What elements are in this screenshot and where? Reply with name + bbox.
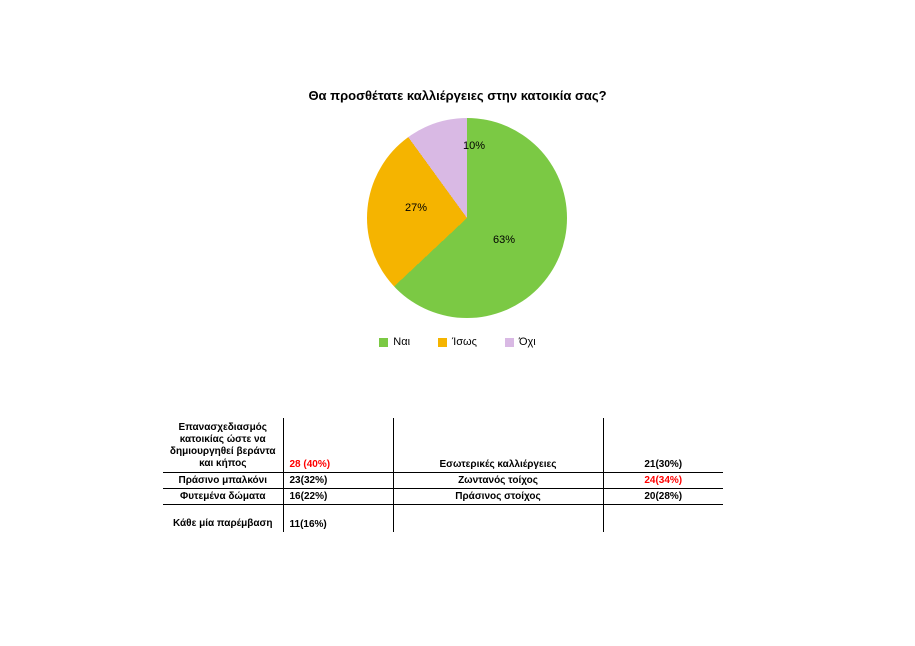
cell-left-label: Επανασχεδιασμός κατοικίας ώστε να δημιου… xyxy=(163,418,283,472)
cell-left-value: 16(22%) xyxy=(283,488,393,504)
legend-label-yes: Ναι xyxy=(393,336,410,348)
pie-label-maybe: 27% xyxy=(405,202,427,214)
table-row: Κάθε μία παρέμβαση 11(16%) xyxy=(163,504,723,532)
chart-title: Θα προσθέτατε καλλιέργειες στην κατοικία… xyxy=(0,88,915,103)
legend-swatch-yes xyxy=(379,338,388,347)
table-row: Επανασχεδιασμός κατοικίας ώστε να δημιου… xyxy=(163,418,723,472)
pie-label-no: 10% xyxy=(463,140,485,152)
pie-label-yes: 63% xyxy=(493,234,515,246)
cell-right-label: Πράσινος στοίχος xyxy=(393,488,603,504)
table: Επανασχεδιασμός κατοικίας ώστε να δημιου… xyxy=(163,418,723,532)
chart-area: Θα προσθέτατε καλλιέργειες στην κατοικία… xyxy=(0,0,915,370)
legend-item-no: Όχι xyxy=(505,336,536,348)
legend-label-maybe: Ίσως xyxy=(452,336,477,348)
cell-left-label: Φυτεμένα δώματα xyxy=(163,488,283,504)
legend-swatch-no xyxy=(505,338,514,347)
pie-chart: 63% 27% 10% xyxy=(367,118,567,318)
table-row: Φυτεμένα δώματα 16(22%) Πράσινος στοίχος… xyxy=(163,488,723,504)
cell-right-value: 20(28%) xyxy=(603,488,723,504)
cell-right-label xyxy=(393,504,603,532)
cell-right-value: 24(34%) xyxy=(603,472,723,488)
legend-item-yes: Ναι xyxy=(379,336,410,348)
legend-label-no: Όχι xyxy=(519,336,536,348)
cell-left-value: 28 (40%) xyxy=(283,418,393,472)
data-table: Επανασχεδιασμός κατοικίας ώστε να δημιου… xyxy=(163,418,723,532)
cell-right-value xyxy=(603,504,723,532)
cell-left-value: 23(32%) xyxy=(283,472,393,488)
cell-left-value: 11(16%) xyxy=(283,504,393,532)
cell-right-label: Εσωτερικές καλλιέργειες xyxy=(393,418,603,472)
cell-right-label: Ζωντανός τοίχος xyxy=(393,472,603,488)
legend-item-maybe: Ίσως xyxy=(438,336,477,348)
cell-left-label: Κάθε μία παρέμβαση xyxy=(163,504,283,532)
table-row: Πράσινο μπαλκόνι 23(32%) Ζωντανός τοίχος… xyxy=(163,472,723,488)
cell-right-value: 21(30%) xyxy=(603,418,723,472)
legend: Ναι Ίσως Όχι xyxy=(0,336,915,348)
legend-swatch-maybe xyxy=(438,338,447,347)
cell-left-label: Πράσινο μπαλκόνι xyxy=(163,472,283,488)
